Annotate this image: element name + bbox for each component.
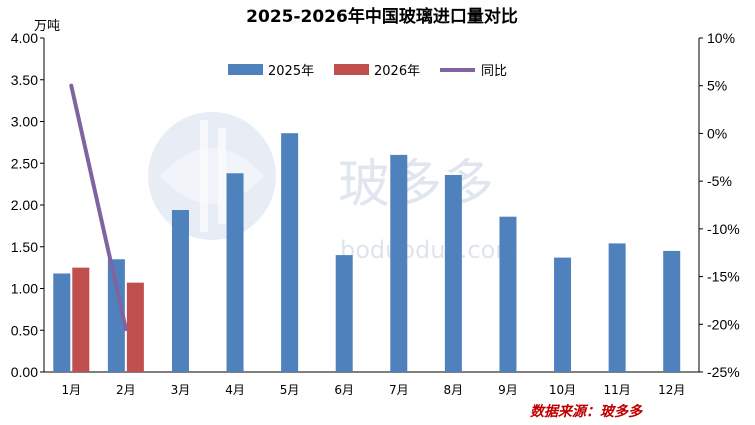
y2-tick-label: -20% — [707, 316, 740, 332]
legend-swatch-2025 — [228, 64, 263, 75]
category-axis-ticks: 1月 2月 3月 4月 5月 6月 7月 8月 9月 10月 11月 12月 — [61, 383, 685, 397]
yoy-line-group — [69, 83, 128, 332]
chart-title: 2025-2026年中国玻璃进口量对比 — [246, 6, 518, 27]
watermark: 玻多多 boduoduo.com — [148, 112, 519, 264]
y-tick-label: 4.00 — [11, 30, 38, 46]
y2-tick-label: 0% — [707, 125, 727, 141]
x-tick-label: 5月 — [280, 383, 300, 397]
bar-2025 — [281, 133, 299, 372]
bar-2025 — [390, 154, 408, 372]
bar-2025 — [663, 250, 681, 372]
y2-tick-label: -15% — [707, 269, 740, 285]
bar-2026 — [72, 267, 90, 372]
watermark-url: boduoduo.com — [340, 236, 519, 264]
watermark-text: 玻多多 — [338, 155, 494, 215]
legend-swatch-2026 — [334, 64, 369, 75]
bar-2025 — [226, 173, 244, 372]
bar-2025 — [335, 255, 353, 372]
x-tick-label: 9月 — [498, 383, 518, 397]
x-tick-label: 10月 — [549, 383, 576, 397]
yoy-line — [69, 83, 128, 332]
x-tick-label: 2月 — [116, 383, 136, 397]
y-tick-label: 2.50 — [11, 155, 38, 171]
y-tick-label: 3.50 — [11, 72, 38, 88]
x-tick-label: 8月 — [444, 383, 464, 397]
y2-tick-label: 10% — [707, 30, 735, 46]
x-tick-label: 6月 — [334, 383, 354, 397]
y-tick-label: 1.50 — [11, 239, 38, 255]
y-axis-unit: 万吨 — [34, 19, 60, 34]
y2-tick-label: 5% — [707, 78, 727, 94]
legend: 2025年 2026年 同比 — [228, 64, 507, 79]
x-tick-label: 4月 — [225, 383, 245, 397]
watermark-logo-icon — [148, 112, 276, 240]
left-axis-ticks: 0.00 0.50 1.00 1.50 2.00 2.50 3.00 3.50 4.00 — [11, 30, 44, 380]
legend-label-2026: 2026年 — [374, 64, 420, 79]
y-tick-label: 3.00 — [11, 114, 38, 130]
bar-2025 — [554, 257, 572, 372]
x-tick-label: 1月 — [61, 383, 81, 397]
y2-tick-label: -5% — [707, 173, 732, 189]
x-tick-label: 7月 — [389, 383, 409, 397]
y-tick-label: 0.50 — [11, 322, 38, 338]
bar-2025 — [171, 210, 189, 372]
bars-group — [53, 133, 681, 372]
x-tick-label: 3月 — [171, 383, 191, 397]
bar-2025 — [499, 216, 517, 372]
x-tick-label: 12月 — [658, 383, 685, 397]
bar-2025 — [53, 273, 71, 372]
legend-label-2025: 2025年 — [268, 64, 314, 79]
bar-2025 — [107, 259, 125, 372]
right-axis-ticks: -25% -20% -15% -10% -5% 0% 5% 10% — [699, 30, 740, 380]
bar-2026 — [126, 282, 144, 372]
bar-2025 — [444, 174, 462, 372]
y-tick-label: 2.00 — [11, 197, 38, 213]
y-tick-label: 1.00 — [11, 281, 38, 297]
data-source: 数据来源：玻多多 — [530, 403, 643, 420]
y2-tick-label: -25% — [707, 364, 740, 380]
bar-2025 — [608, 243, 626, 372]
x-tick-label: 11月 — [603, 383, 630, 397]
legend-label-yoy: 同比 — [481, 64, 507, 79]
y-tick-label: 0.00 — [11, 364, 38, 380]
y2-tick-label: -10% — [707, 221, 740, 237]
